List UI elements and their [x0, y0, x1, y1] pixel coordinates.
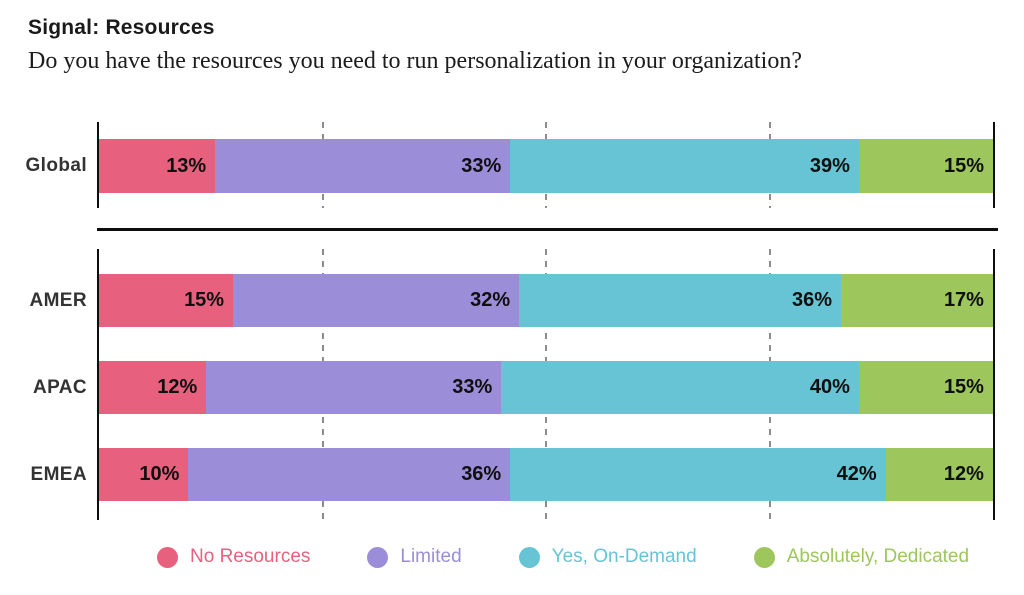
row-label-global: Global: [25, 155, 87, 176]
legend-item-no-resources: No Resources: [157, 546, 310, 568]
segment-value: 13%: [166, 154, 207, 177]
legend-item-absolutely-dedicated: Absolutely, Dedicated: [753, 546, 970, 568]
segment-value: 40%: [809, 376, 850, 398]
segment-value: 42%: [836, 463, 877, 485]
bar-row-apac: APAC 12% 33% 40% 15%: [33, 361, 993, 414]
segment-value: 32%: [470, 289, 511, 311]
legend-item-yes-on-demand: Yes, On-Demand: [518, 546, 697, 568]
segment-value: 39%: [809, 154, 850, 177]
stacked-bar-chart: Global 13% 33% 39% 15% AMER 15% 32% 36% 17% APAC 1…: [25, 0, 998, 595]
segment-value: 33%: [461, 154, 502, 177]
legend-label-limited: Limited: [400, 546, 462, 567]
segment-amer-yes-on-demand: 36%: [519, 274, 841, 327]
segment-value: 33%: [452, 376, 493, 398]
segment-emea-limited: 36%: [188, 448, 511, 501]
section-divider: [97, 228, 998, 231]
chart-legend: No Resources Limited Yes, On-Demand Absolut…: [157, 546, 969, 568]
segment-emea-absolutely-dedicated: 12%: [885, 448, 993, 501]
segment-value: 36%: [461, 463, 502, 485]
bar-row-emea: EMEA 10% 36% 42% 12%: [31, 448, 993, 501]
bar-row-global: Global 13% 33% 39% 15%: [25, 139, 993, 193]
segment-global-no-resources: 13%: [99, 139, 216, 193]
segment-apac-limited: 33%: [206, 361, 502, 414]
segment-amer-absolutely-dedicated: 17%: [841, 274, 993, 327]
row-label-emea: EMEA: [30, 463, 87, 485]
row-label-apac: APAC: [32, 376, 87, 398]
segment-amer-no-resources: 15%: [99, 274, 234, 327]
legend-swatch-icon: [157, 546, 178, 568]
global-section: Global 13% 33% 39% 15%: [25, 122, 995, 208]
segment-value: 36%: [791, 289, 832, 311]
legend-label-no-resources: No Resources: [190, 546, 311, 567]
legend-swatch-icon: [518, 546, 540, 568]
segment-value: 15%: [943, 154, 984, 177]
segment-global-limited: 33%: [215, 139, 511, 193]
segment-global-yes-on-demand: 39%: [510, 139, 859, 193]
regions-section: AMER 15% 32% 36% 17% APAC 12% 33% 40% 15% EMEA 10% 3…: [29, 249, 995, 520]
bar-row-amer: AMER 15% 32% 36% 17%: [29, 274, 993, 327]
segment-global-absolutely-dedicated: 15%: [858, 139, 993, 193]
legend-item-limited: Limited: [367, 546, 462, 568]
legend-label-yes-on-demand: Yes, On-Demand: [551, 546, 697, 567]
segment-value: 12%: [943, 463, 984, 485]
chart-subtitle: Do you have the resources you need to ru…: [28, 48, 802, 74]
segment-emea-no-resources: 10%: [99, 448, 189, 501]
segment-apac-yes-on-demand: 40%: [501, 361, 859, 414]
segment-value: 12%: [157, 376, 198, 398]
chart-title: Signal: Resources: [28, 16, 215, 39]
legend-swatch-icon: [753, 546, 775, 568]
segment-value: 10%: [139, 463, 180, 485]
row-label-amer: AMER: [29, 289, 87, 311]
segment-value: 17%: [943, 289, 984, 311]
segment-amer-limited: 32%: [233, 274, 520, 327]
segment-value: 15%: [943, 376, 984, 398]
segment-emea-yes-on-demand: 42%: [510, 448, 886, 501]
legend-label-absolutely-dedicated: Absolutely, Dedicated: [786, 546, 970, 567]
segment-value: 15%: [184, 289, 225, 311]
segment-apac-no-resources: 12%: [99, 361, 207, 414]
segment-apac-absolutely-dedicated: 15%: [858, 361, 993, 414]
legend-swatch-icon: [367, 546, 389, 568]
